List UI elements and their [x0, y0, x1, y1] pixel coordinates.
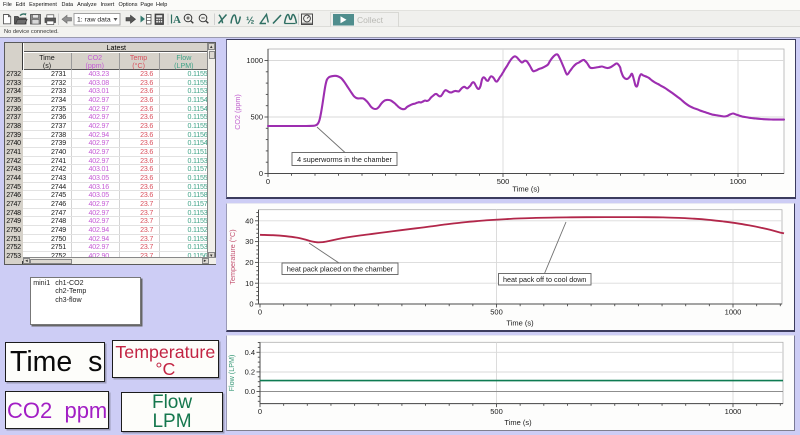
svg-text:0.2: 0.2 — [245, 368, 255, 377]
svg-text:0: 0 — [259, 169, 263, 178]
svg-text:Time (s): Time (s) — [504, 418, 532, 427]
svg-text:heat pack placed on the chambe: heat pack placed on the chamber — [287, 265, 394, 274]
svg-text:0.0: 0.0 — [245, 387, 255, 396]
svg-text:20: 20 — [245, 258, 253, 267]
svg-text:1000: 1000 — [246, 56, 263, 65]
svg-text:500: 500 — [497, 177, 510, 186]
svg-text:Time (s): Time (s) — [512, 185, 540, 194]
svg-text:30: 30 — [245, 237, 253, 246]
svg-text:A: A — [173, 14, 181, 26]
svg-text:0.4: 0.4 — [245, 348, 255, 357]
svg-text:0: 0 — [266, 177, 270, 186]
svg-text:Collect: Collect — [357, 15, 384, 25]
svg-text:1000: 1000 — [725, 407, 742, 416]
svg-text:0: 0 — [249, 300, 253, 309]
svg-text:1000: 1000 — [725, 308, 742, 317]
svg-text:0: 0 — [258, 308, 262, 317]
svg-text:1: raw data: 1: raw data — [77, 16, 111, 23]
svg-text:Time (s): Time (s) — [506, 319, 534, 328]
svg-text:500: 500 — [490, 308, 503, 317]
svg-text:1000: 1000 — [730, 177, 747, 186]
svg-text:heat pack off to cool down: heat pack off to cool down — [503, 275, 586, 284]
svg-text:CO2 (ppm): CO2 (ppm) — [233, 94, 242, 130]
svg-text:10: 10 — [245, 279, 253, 288]
svg-text:½: ½ — [246, 15, 254, 26]
svg-text:Flow (LPM): Flow (LPM) — [227, 355, 236, 392]
svg-text:4 superworms in the chamber: 4 superworms in the chamber — [297, 155, 392, 164]
svg-text:40: 40 — [245, 216, 253, 225]
svg-text:500: 500 — [490, 407, 503, 416]
svg-text:0: 0 — [258, 407, 262, 416]
svg-text:Temperature (°C): Temperature (°C) — [228, 229, 237, 284]
svg-text:500: 500 — [250, 113, 263, 122]
